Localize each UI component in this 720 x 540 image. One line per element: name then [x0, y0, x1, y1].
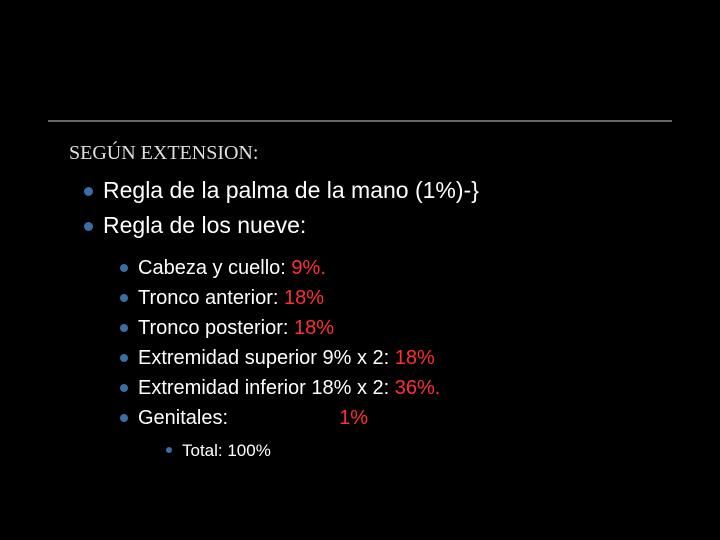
- level1-text: Regla de los nueve:: [103, 210, 306, 241]
- label: Extremidad superior 9% x 2:: [138, 347, 395, 369]
- value-highlight: 18%: [284, 287, 324, 309]
- level2-item: Extremidad superior 9% x 2: 18%: [120, 345, 688, 371]
- label: Extremidad inferior 18% x 2:: [138, 377, 395, 399]
- level2-item: Genitales: 1%: [120, 405, 688, 431]
- level1-list: Regla de la palma de la mano (1%)-} Regl…: [84, 175, 688, 241]
- label: Genitales:: [138, 407, 339, 429]
- level2-text: Tronco posterior: 18%: [138, 315, 334, 341]
- circle-bullet-icon: [84, 222, 93, 231]
- circle-bullet-icon: [120, 264, 128, 272]
- circle-bullet-icon: [120, 384, 128, 392]
- level2-text: Tronco anterior: 18%: [138, 285, 324, 311]
- value-highlight: 18%: [294, 317, 334, 339]
- level1-text: Regla de la palma de la mano (1%)-}: [103, 175, 479, 206]
- level2-text: Extremidad inferior 18% x 2: 36%.: [138, 375, 440, 401]
- label: Cabeza y cuello:: [138, 257, 291, 279]
- circle-bullet-icon: [120, 294, 128, 302]
- value-highlight: 18%: [395, 347, 435, 369]
- level2-text: Extremidad superior 9% x 2: 18%: [138, 345, 435, 371]
- circle-bullet-icon: [120, 354, 128, 362]
- label: Tronco anterior:: [138, 287, 284, 309]
- level3-list: Total: 100%: [166, 441, 688, 461]
- level2-text: Genitales: 1%: [138, 405, 368, 431]
- level3-text: Total: 100%: [182, 441, 271, 461]
- circle-bullet-icon: [84, 187, 93, 196]
- level2-list: Cabeza y cuello: 9%. Tronco anterior: 18…: [120, 255, 688, 431]
- level2-item: Tronco posterior: 18%: [120, 315, 688, 341]
- level2-item: Tronco anterior: 18%: [120, 285, 688, 311]
- value-highlight: 9%.: [291, 257, 325, 279]
- level2-text: Cabeza y cuello: 9%.: [138, 255, 326, 281]
- level1-item: Regla de la palma de la mano (1%)-}: [84, 175, 688, 206]
- level2-item: Cabeza y cuello: 9%.: [120, 255, 688, 281]
- circle-bullet-icon: [120, 324, 128, 332]
- level2-item: Extremidad inferior 18% x 2: 36%.: [120, 375, 688, 401]
- level0-text: SEGÚN EXTENSION:: [69, 142, 258, 165]
- label: Tronco posterior:: [138, 317, 294, 339]
- value-highlight: 36%.: [395, 377, 441, 399]
- circle-bullet-icon: [120, 414, 128, 422]
- level1-item: Regla de los nueve:: [84, 210, 688, 241]
- value-highlight: 1%: [339, 407, 368, 429]
- square-bullet-icon: [48, 148, 59, 159]
- slide-content: SEGÚN EXTENSION: Regla de la palma de la…: [48, 142, 688, 465]
- circle-bullet-icon: [166, 447, 172, 453]
- divider-line: [48, 120, 672, 122]
- level0-item: SEGÚN EXTENSION:: [48, 142, 688, 165]
- level3-item: Total: 100%: [166, 441, 688, 461]
